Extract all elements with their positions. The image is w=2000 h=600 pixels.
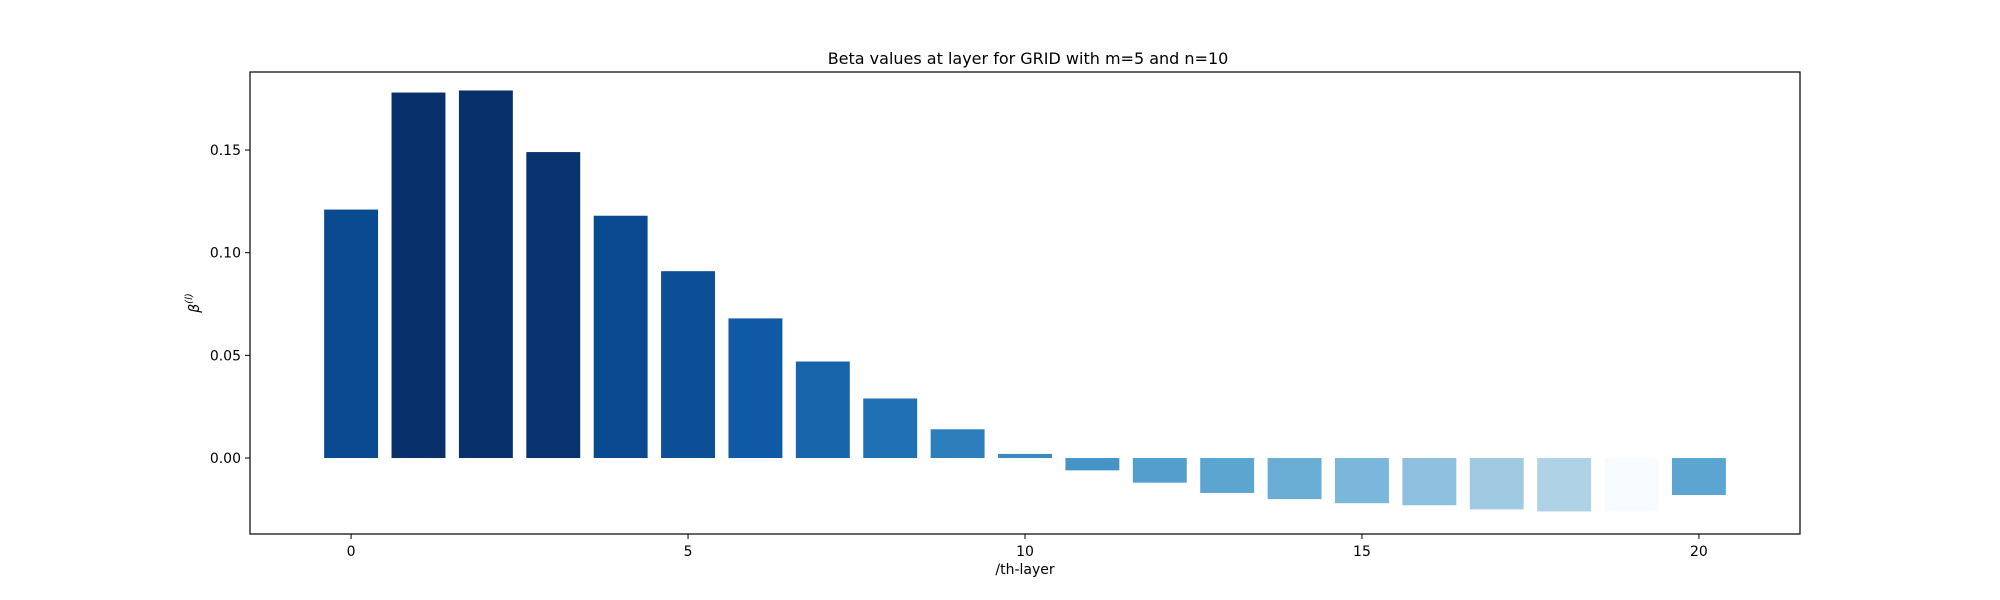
y-tick-label: 0.15 [210, 143, 241, 159]
bar-layer-10 [998, 453, 1052, 459]
x-tick-label: 15 [1353, 544, 1371, 560]
x-axis: 0 5 10 15 20 [347, 534, 1708, 560]
bar-layer-2 [458, 90, 513, 459]
bar-layer-12 [1132, 458, 1187, 483]
bar-series [324, 90, 1726, 512]
bar-layer-20 [1671, 458, 1726, 495]
bar-layer-13 [1200, 458, 1255, 493]
y-axis-label-symbol: β [187, 304, 203, 314]
bar-layer-14 [1267, 458, 1322, 500]
y-tick-label: 0.05 [210, 348, 241, 364]
bar-layer-3 [526, 152, 581, 459]
y-tick-label: 0.00 [210, 451, 241, 467]
chart-title: Beta values at layer for GRID with m=5 a… [828, 49, 1229, 68]
y-axis-label-superscript: (l) [184, 293, 195, 304]
bar-layer-7 [795, 361, 850, 459]
bar-layer-1 [391, 92, 446, 459]
y-axis: 0.00 0.05 0.10 0.15 [210, 143, 250, 467]
bar-layer-19 [1604, 458, 1659, 512]
y-tick-label: 0.10 [210, 246, 241, 262]
bar-layer-16 [1402, 458, 1457, 506]
bar-layer-8 [863, 398, 918, 459]
bar-layer-9 [930, 429, 985, 459]
bar-layer-0 [324, 209, 379, 459]
x-tick-label: 5 [684, 544, 693, 560]
bar-layer-11 [1065, 458, 1120, 471]
svg-text:β(l): β(l) [184, 293, 203, 314]
y-axis-label: β(l) [184, 293, 203, 314]
bar-layer-15 [1335, 458, 1389, 504]
bar-layer-17 [1469, 458, 1524, 510]
bar-layer-5 [661, 271, 715, 459]
bar-layer-4 [593, 215, 648, 459]
x-tick-label: 10 [1016, 544, 1034, 560]
x-tick-label: 0 [347, 544, 356, 560]
x-tick-label: 20 [1690, 544, 1708, 560]
bar-layer-18 [1537, 458, 1592, 512]
bar-layer-6 [728, 318, 783, 459]
x-axis-label: /th-layer [995, 562, 1054, 578]
